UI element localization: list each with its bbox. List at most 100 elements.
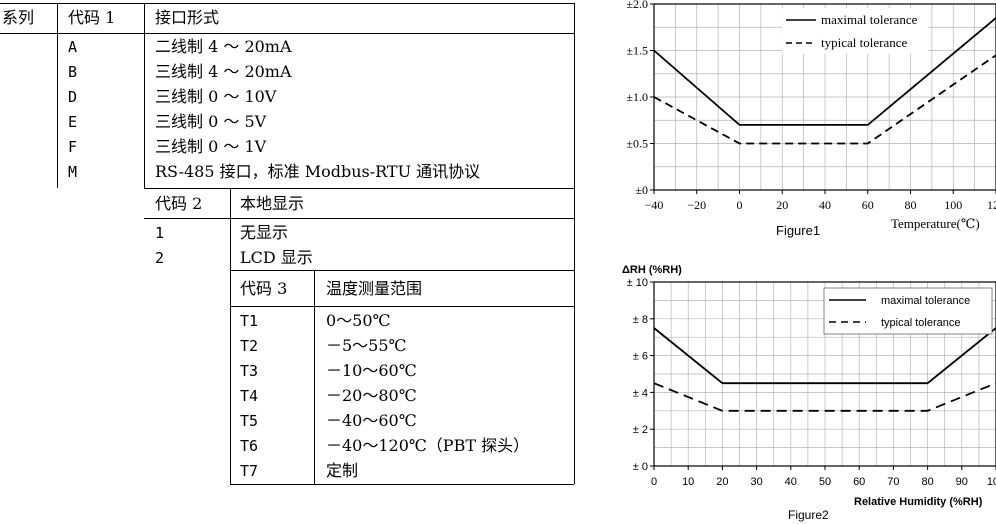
table3-desc: －20～80℃ xyxy=(326,386,417,405)
figure1-caption: Figure1 xyxy=(776,223,820,238)
x-tick-label: 100 xyxy=(987,476,996,488)
figure2-x-ticks: 0 10 20 30 40 50 60 70 80 90 100 xyxy=(651,466,996,488)
x-tick-label: 60 xyxy=(862,198,874,212)
figure1-legend: maximal tolerance typical tolerance xyxy=(782,8,928,54)
table1-col-divider-1 xyxy=(57,3,58,188)
table2-top-border xyxy=(144,188,574,189)
figure2-xlabel: Relative Humidity (%RH) xyxy=(854,496,983,508)
figure1-y-ticks: ±2.0 ±1.5 ±1.0 ±0.5 ±0 xyxy=(626,0,654,197)
x-tick-label: 50 xyxy=(819,476,831,488)
table2-code: 2 xyxy=(155,249,165,267)
figure1-legend-max: maximal tolerance xyxy=(821,12,918,27)
x-tick-label: −20 xyxy=(687,198,706,212)
x-tick-label: 20 xyxy=(716,476,728,488)
figure1-xlabel: Temperature(℃) xyxy=(891,216,980,231)
table3-top-border xyxy=(230,270,574,271)
table2-right-border xyxy=(574,188,575,270)
figure1-chart: ±2.0 ±1.5 ±1.0 ±0.5 ±0 −40 −20 0 20 40 60 80 100 120… xyxy=(626,0,996,238)
typical-tolerance-line xyxy=(653,382,996,412)
x-tick-label: 80 xyxy=(921,476,933,488)
figure2-legend: maximal tolerance typical tolerance xyxy=(823,287,993,335)
table2-code: 1 xyxy=(155,224,165,242)
x-tick-label: 60 xyxy=(853,476,865,488)
table3-code: T1 xyxy=(240,312,259,330)
y-tick-label: ± 8 xyxy=(633,314,648,326)
table2-col-divider xyxy=(230,188,231,270)
figure2-chart: ΔRH (%RH) ± 10 ± 8 ± 6 ± 4 ± 2 ± 0 0 10 20 30 40 5… xyxy=(622,264,996,522)
table1-col-divider-2 xyxy=(144,3,145,188)
table3-code: T4 xyxy=(240,387,259,405)
table1-desc: RS-485 接口，标准 Modbus-RTU 通讯协议 xyxy=(155,162,481,181)
figure1-series xyxy=(653,17,996,145)
table3-right-border xyxy=(574,270,575,484)
table1-desc: 三线制 0 ～ 1V xyxy=(155,137,267,156)
figure2-caption: Figure2 xyxy=(788,508,829,522)
table1-desc: 三线制 0 ～ 10V xyxy=(155,87,277,106)
typical-tolerance-line xyxy=(653,54,996,145)
x-tick-label: 0 xyxy=(737,198,743,212)
maximal-tolerance-line xyxy=(653,327,996,385)
table3-desc: 定制 xyxy=(326,461,359,480)
table3-desc: －40～120℃（PBT 探头） xyxy=(326,436,530,455)
table3-header-code3: 代码 3 xyxy=(240,279,288,298)
figure2-legend-typ: typical tolerance xyxy=(881,317,961,329)
y-tick-label: ±0 xyxy=(635,183,648,197)
x-tick-label: 30 xyxy=(750,476,762,488)
x-tick-label: 10 xyxy=(682,476,694,488)
table3-desc: －5～55℃ xyxy=(326,336,407,355)
y-tick-label: ± 6 xyxy=(633,351,648,363)
table3-code: T3 xyxy=(240,362,259,380)
table1-code: E xyxy=(68,113,78,131)
y-tick-label: ±0.5 xyxy=(626,137,648,151)
maximal-tolerance-line xyxy=(653,17,996,126)
x-tick-label: 20 xyxy=(776,198,788,212)
table3-bottom-border xyxy=(230,484,574,485)
table1-desc: 三线制 4 ～ 20mA xyxy=(155,62,292,81)
table1-right-border xyxy=(574,3,575,188)
table3-code: T6 xyxy=(240,437,259,455)
table3-desc: －40～60℃ xyxy=(326,411,417,430)
table3-code: T5 xyxy=(240,412,259,430)
x-tick-label: 70 xyxy=(887,476,899,488)
table2-header-divider xyxy=(144,218,574,219)
x-tick-label: 100 xyxy=(944,198,962,212)
table1-desc: 二线制 4 ～ 20mA xyxy=(155,37,292,56)
table3-code: T2 xyxy=(240,337,259,355)
table3-header-divider xyxy=(230,306,574,307)
table2-header-code2: 代码 2 xyxy=(155,194,203,213)
y-tick-label: ± 4 xyxy=(633,387,648,399)
table1-header-code1: 代码 1 xyxy=(68,8,116,27)
figure2-legend-max: maximal tolerance xyxy=(881,295,970,307)
table1-code: B xyxy=(68,63,78,81)
table3-left-border xyxy=(230,270,231,484)
table2-desc: 无显示 xyxy=(240,223,289,242)
y-tick-label: ±1.0 xyxy=(626,90,648,104)
table2-desc: LCD 显示 xyxy=(240,248,313,267)
table1-header-series: 系列 xyxy=(2,8,35,27)
x-tick-label: 90 xyxy=(956,476,968,488)
figure2-y-ticks: ± 10 ± 8 ± 6 ± 4 ± 2 ± 0 xyxy=(627,277,654,473)
y-tick-label: ± 2 xyxy=(633,424,648,436)
figure2-series xyxy=(653,327,996,412)
x-tick-label: 80 xyxy=(905,198,917,212)
figure2-ylabel: ΔRH (%RH) xyxy=(622,264,682,276)
table1-code: F xyxy=(68,138,78,156)
x-tick-label: −40 xyxy=(645,198,664,212)
table1-code: D xyxy=(68,88,78,106)
table3-desc: －10～60℃ xyxy=(326,361,417,380)
table2-header-display: 本地显示 xyxy=(240,194,305,213)
table1-code: A xyxy=(68,38,78,56)
table3-header-range: 温度测量范围 xyxy=(326,279,423,298)
y-tick-label: ± 0 xyxy=(633,461,648,473)
table1-code: M xyxy=(68,163,78,181)
y-tick-label: ±1.5 xyxy=(626,44,648,58)
table1-header-divider xyxy=(0,33,574,34)
figure1-legend-typ: typical tolerance xyxy=(821,35,907,50)
figure1-x-ticks: −40 −20 0 20 40 60 80 100 120 xyxy=(645,190,996,212)
table1-top-border xyxy=(0,3,574,4)
y-tick-label: ±2.0 xyxy=(626,0,648,11)
table1-header-interface: 接口形式 xyxy=(155,8,220,27)
x-tick-label: 40 xyxy=(819,198,831,212)
table1-desc: 三线制 0 ～ 5V xyxy=(155,112,267,131)
x-tick-label: 0 xyxy=(651,476,657,488)
